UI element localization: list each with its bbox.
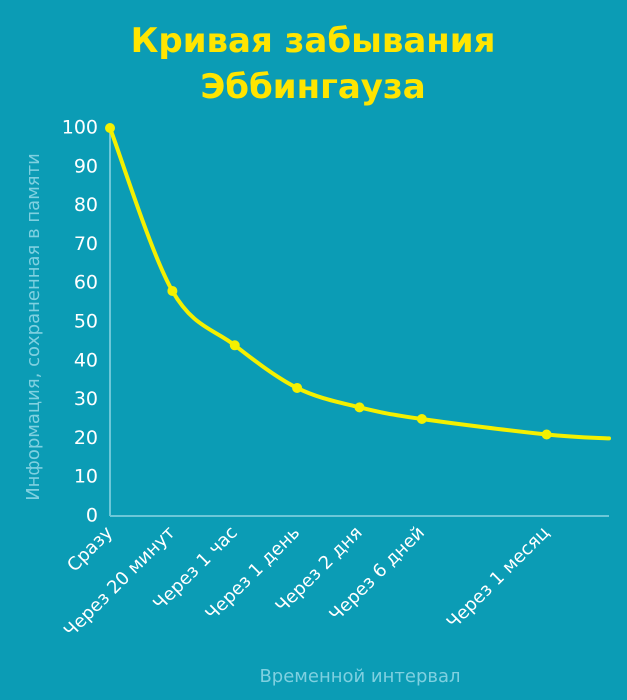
curve-point [229,340,240,351]
curve-point [167,285,178,296]
y-tick-label: 40 [74,349,98,371]
curve-point [354,402,365,413]
y-axis-ticks: 0 10 20 30 40 50 60 70 80 90 100 [62,117,98,527]
y-tick-label: 100 [62,117,98,139]
y-tick-label: 50 [74,311,98,333]
y-tick-label: 0 [86,505,98,527]
y-axis-label: Информация, сохраненная в памяти [23,153,44,501]
curve-point [541,429,552,440]
curve-point [292,382,303,393]
chart-title-line-1: Кривая забывания [131,21,496,61]
chart-title-line-2: Эббингауза [200,67,425,107]
curve-point [105,123,115,133]
y-tick-label: 10 [74,466,98,488]
x-tick-label: Через 20 минут [60,522,180,642]
forgetting-curve-line [108,126,611,441]
x-axis-label: Временной интервал [259,666,460,687]
y-tick-label: 20 [74,427,98,449]
y-tick-label: 70 [74,233,98,255]
x-tick-label: Сразу [63,522,117,576]
y-tick-label: 80 [74,194,98,216]
x-tick-label: Через 1 месяц [443,522,554,633]
curve-points [105,123,552,440]
y-tick-label: 60 [74,272,98,294]
y-tick-label: 30 [74,388,98,410]
y-tick-label: 90 [74,155,98,177]
curve-point [416,414,427,424]
